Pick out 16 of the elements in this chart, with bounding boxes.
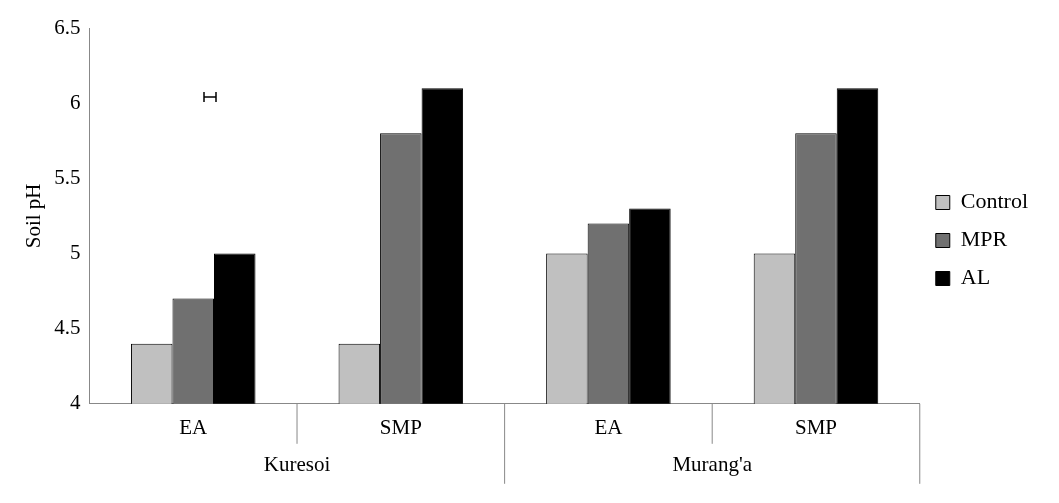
- y-tick-label: 6.5: [54, 14, 81, 39]
- y-tick-label: 4.5: [54, 315, 81, 340]
- text: Kuresoi: [263, 452, 331, 477]
- y-tick-label: 6: [69, 89, 81, 114]
- y-tick-label: 5: [69, 240, 81, 264]
- legend-label: MPR: [960, 226, 1008, 252]
- legend-label: AL: [960, 264, 991, 290]
- x-tick-label: EA: [179, 414, 209, 439]
- y-tick-label: 4: [69, 390, 81, 415]
- y-tick-label: 5.5: [54, 164, 81, 189]
- text: Murang'a: [672, 452, 753, 477]
- y-axis-title: Soil pH: [21, 183, 46, 249]
- x-tick-label: SMP: [794, 414, 837, 439]
- x-tick-label: EA: [594, 414, 624, 439]
- x-tick-label: SMP: [379, 414, 422, 439]
- legend-label: Control: [960, 188, 1029, 214]
